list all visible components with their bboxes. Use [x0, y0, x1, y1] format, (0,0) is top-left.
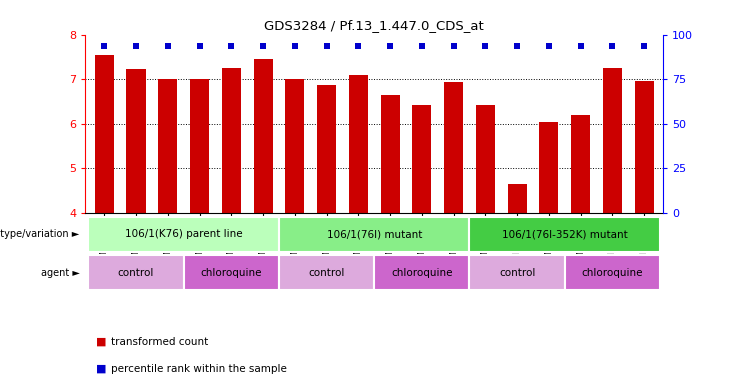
Bar: [565, 255, 660, 290]
Bar: [190, 79, 209, 213]
Text: 106/1(K76) parent line: 106/1(K76) parent line: [124, 229, 242, 239]
Bar: [349, 75, 368, 213]
Bar: [508, 184, 527, 213]
Text: agent ►: agent ►: [41, 268, 79, 278]
Text: transformed count: transformed count: [111, 337, 208, 347]
Bar: [159, 79, 177, 213]
Text: chloroquine: chloroquine: [201, 268, 262, 278]
Text: chloroquine: chloroquine: [391, 268, 453, 278]
Bar: [127, 70, 145, 213]
Bar: [374, 255, 470, 290]
Text: genotype/variation ►: genotype/variation ►: [0, 229, 79, 239]
Bar: [317, 84, 336, 213]
Bar: [279, 217, 470, 252]
Bar: [634, 81, 654, 213]
Bar: [444, 82, 463, 213]
Title: GDS3284 / Pf.13_1.447.0_CDS_at: GDS3284 / Pf.13_1.447.0_CDS_at: [265, 19, 484, 32]
Bar: [412, 105, 431, 213]
Bar: [279, 255, 374, 290]
Text: percentile rank within the sample: percentile rank within the sample: [111, 364, 287, 374]
Bar: [470, 255, 565, 290]
Bar: [539, 122, 559, 213]
Text: 106/1(76I) mutant: 106/1(76I) mutant: [327, 229, 422, 239]
Bar: [88, 255, 184, 290]
Bar: [381, 95, 399, 213]
Text: 106/1(76I-352K) mutant: 106/1(76I-352K) mutant: [502, 229, 628, 239]
Bar: [571, 115, 590, 213]
Text: ■: ■: [96, 337, 107, 347]
Bar: [253, 59, 273, 213]
Text: control: control: [499, 268, 535, 278]
Bar: [285, 79, 305, 213]
Text: control: control: [118, 268, 154, 278]
Bar: [95, 55, 114, 213]
Text: ■: ■: [96, 364, 107, 374]
Text: control: control: [308, 268, 345, 278]
Bar: [476, 105, 495, 213]
Bar: [603, 68, 622, 213]
Bar: [184, 255, 279, 290]
Bar: [222, 68, 241, 213]
Bar: [470, 217, 660, 252]
Bar: [88, 217, 279, 252]
Text: chloroquine: chloroquine: [582, 268, 643, 278]
